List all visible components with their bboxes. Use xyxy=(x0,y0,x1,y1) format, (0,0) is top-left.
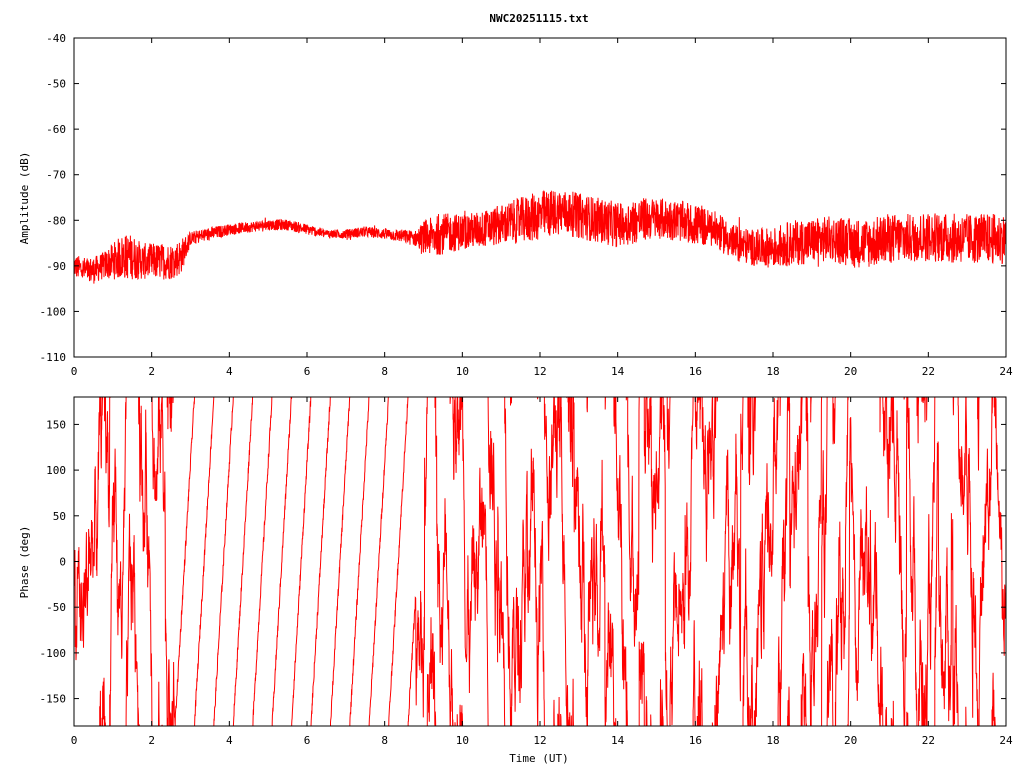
amplitude-x-tick-label: 8 xyxy=(381,365,388,378)
phase-x-tick-label: 22 xyxy=(922,734,935,747)
amplitude-y-tick-label: -40 xyxy=(46,32,66,45)
amplitude-x-tick-label: 12 xyxy=(533,365,546,378)
amplitude-x-tick-label: 0 xyxy=(71,365,78,378)
phase-series xyxy=(74,397,1006,726)
phase-y-tick-label: 50 xyxy=(53,510,66,523)
phase-x-tick-label: 2 xyxy=(148,734,155,747)
phase-x-ticks: 0 2 4 6 8 10 12 14 16 18 20 22 24 xyxy=(71,397,1013,747)
phase-y-axis-label: Phase (deg) xyxy=(18,526,31,599)
amplitude-x-tick-label: 18 xyxy=(766,365,779,378)
amplitude-panel: 0 2 4 6 8 10 12 14 16 18 20 22 24 -40-50-60-70-80-90… xyxy=(18,32,1013,378)
amplitude-plot-frame xyxy=(73,37,1007,358)
amplitude-y-tick-label: -90 xyxy=(46,260,66,273)
phase-x-tick-label: 24 xyxy=(999,734,1013,747)
phase-line xyxy=(74,397,1006,726)
phase-x-tick-label: 20 xyxy=(844,734,857,747)
amplitude-y-tick-label: -50 xyxy=(46,78,66,91)
phase-x-tick-label: 4 xyxy=(226,734,233,747)
phase-x-tick-label: 16 xyxy=(689,734,702,747)
phase-y-tick-label: -100 xyxy=(40,647,67,660)
phase-y-tick-label: -150 xyxy=(40,693,67,706)
phase-x-tick-label: 8 xyxy=(381,734,388,747)
phase-y-ticks: 150 100 50 0 -50 -100 -150 xyxy=(40,418,1006,706)
amplitude-y-tick-label: -110 xyxy=(40,351,67,364)
amplitude-line xyxy=(73,189,1007,284)
phase-y-tick-label: -50 xyxy=(46,601,66,614)
amplitude-x-tick-label: 4 xyxy=(226,365,233,378)
amplitude-y-tick-label: -100 xyxy=(40,305,67,318)
phase-y-tick-label: 150 xyxy=(46,418,66,431)
phase-panel: 0 2 4 6 8 10 12 14 16 18 20 22 24 150100500-50-100-1… xyxy=(18,396,1013,765)
phase-y-tick-label: 0 xyxy=(59,556,66,569)
phase-x-tick-label: 18 xyxy=(766,734,779,747)
amplitude-series xyxy=(73,189,1007,284)
amplitude-x-tick-label: 2 xyxy=(148,365,155,378)
phase-x-tick-label: 14 xyxy=(611,734,625,747)
amplitude-y-tick-label: -70 xyxy=(46,169,66,182)
amplitude-y-tick-label: -80 xyxy=(46,214,66,227)
amplitude-y-axis-label: Amplitude (dB) xyxy=(18,152,31,245)
amplitude-x-tick-label: 10 xyxy=(456,365,469,378)
amplitude-x-tick-label: 24 xyxy=(999,365,1013,378)
chart-title: NWC20251115.txt xyxy=(489,12,588,25)
phase-x-axis-label: Time (UT) xyxy=(509,752,569,765)
phase-x-tick-label: 6 xyxy=(304,734,311,747)
phase-y-tick-label: 100 xyxy=(46,464,66,477)
amplitude-x-tick-label: 22 xyxy=(922,365,935,378)
phase-x-tick-label: 10 xyxy=(456,734,469,747)
amplitude-x-tick-label: 6 xyxy=(304,365,311,378)
amplitude-x-ticks: 0 2 4 6 8 10 12 14 16 18 20 22 24 xyxy=(71,38,1013,378)
amplitude-x-tick-label: 14 xyxy=(611,365,625,378)
phase-x-tick-label: 0 xyxy=(71,734,78,747)
amplitude-y-tick-label: -60 xyxy=(46,123,66,136)
amplitude-x-tick-label: 20 xyxy=(844,365,857,378)
amplitude-y-ticks: -40 -50 -60 -70 -80 -90 -100 -110 xyxy=(40,32,1006,364)
phase-x-tick-label: 12 xyxy=(533,734,546,747)
amplitude-x-tick-label: 16 xyxy=(689,365,702,378)
